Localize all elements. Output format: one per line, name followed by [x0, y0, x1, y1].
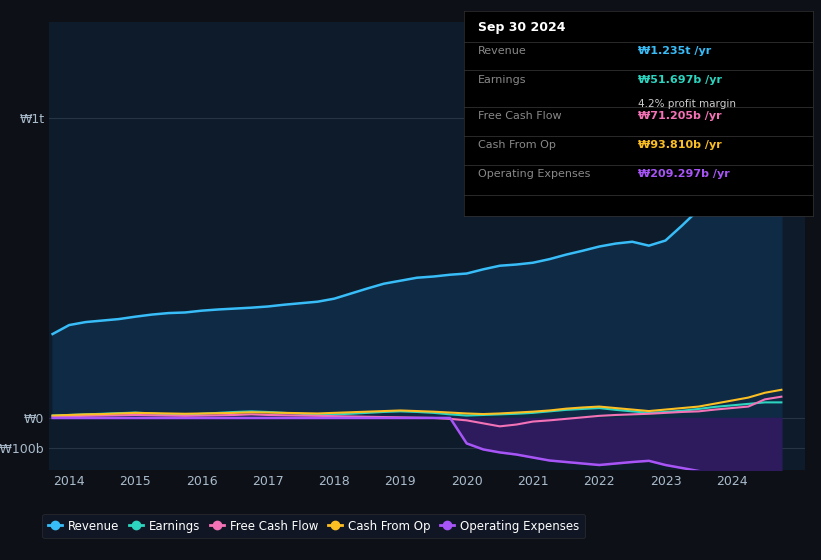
- Text: ₩71.205b /yr: ₩71.205b /yr: [639, 111, 722, 122]
- Text: Earnings: Earnings: [478, 74, 526, 85]
- Text: ₩209.297b /yr: ₩209.297b /yr: [639, 169, 730, 179]
- Text: ₩93.810b /yr: ₩93.810b /yr: [639, 140, 722, 150]
- Text: Revenue: Revenue: [478, 46, 526, 56]
- Legend: Revenue, Earnings, Free Cash Flow, Cash From Op, Operating Expenses: Revenue, Earnings, Free Cash Flow, Cash …: [42, 514, 585, 538]
- Text: ₩1.235t /yr: ₩1.235t /yr: [639, 46, 712, 56]
- Text: ₩51.697b /yr: ₩51.697b /yr: [639, 74, 722, 85]
- Text: 4.2% profit margin: 4.2% profit margin: [639, 99, 736, 109]
- Text: Operating Expenses: Operating Expenses: [478, 169, 590, 179]
- Text: Free Cash Flow: Free Cash Flow: [478, 111, 562, 122]
- Text: Cash From Op: Cash From Op: [478, 140, 556, 150]
- Text: Sep 30 2024: Sep 30 2024: [478, 21, 566, 34]
